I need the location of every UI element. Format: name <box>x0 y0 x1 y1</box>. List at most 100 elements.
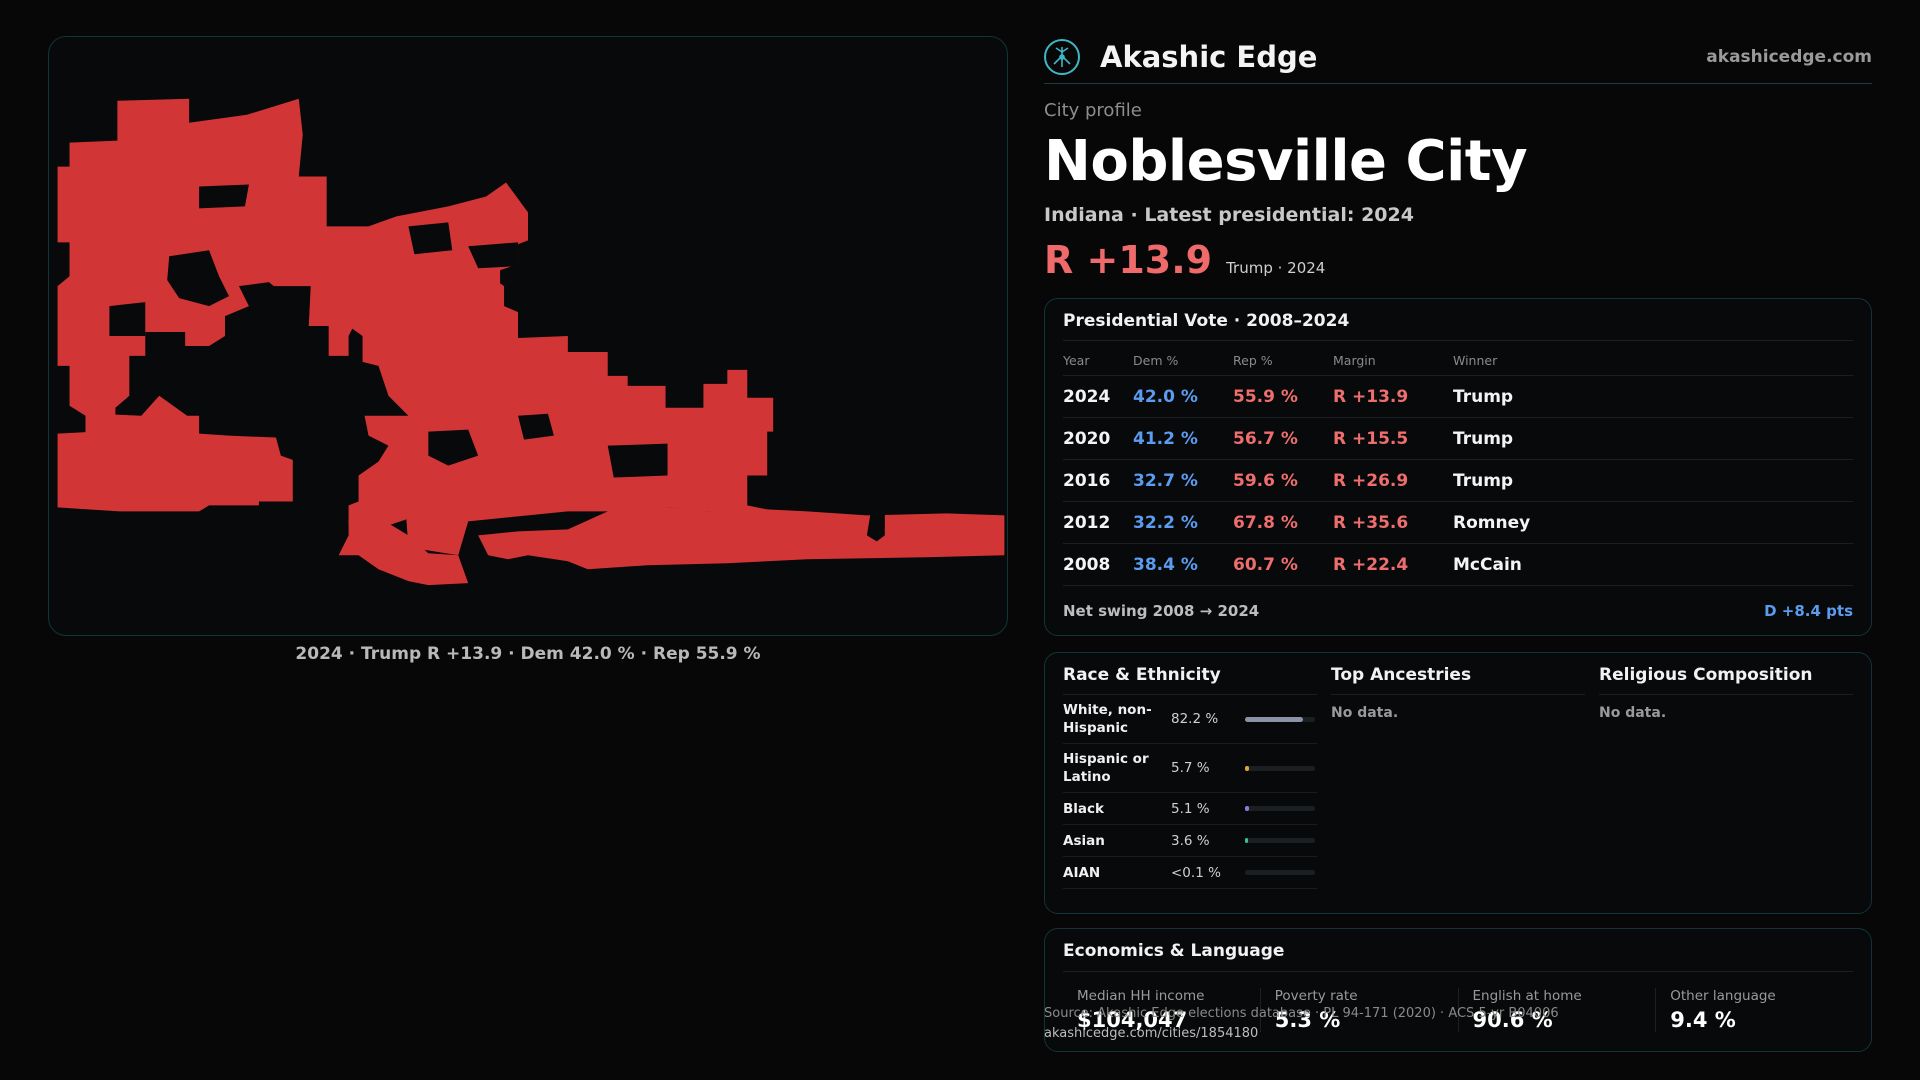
map-enclave <box>238 282 289 311</box>
column-header-margin: Margin <box>1333 345 1453 376</box>
map-enclave <box>428 429 479 466</box>
page-kicker: City profile <box>1044 100 1142 121</box>
map-enclave <box>199 184 249 209</box>
brand-bar: Akashic Edge akashicedge.com <box>1044 30 1872 84</box>
city-map[interactable] <box>48 36 1008 636</box>
race-label: Asian <box>1063 832 1105 849</box>
table-row: 2008 38.4 % 60.7 % R +22.4 McCain <box>1063 543 1853 586</box>
stat-poverty-rate: Poverty rate 5.3 % <box>1259 988 1458 1032</box>
economics-card: Economics & Language Median HH income $1… <box>1044 928 1872 1052</box>
map-region-east-tail <box>478 505 1005 570</box>
cell-rep: 59.6 % <box>1233 459 1333 502</box>
table-row: 2016 32.7 % 59.6 % R +26.9 Trump <box>1063 459 1853 502</box>
cell-margin: R +26.9 <box>1333 459 1453 502</box>
cell-winner: McCain <box>1453 543 1853 586</box>
map-region-central <box>326 246 774 556</box>
cell-dem: 42.0 % <box>1133 375 1233 418</box>
cell-margin: R +22.4 <box>1333 543 1453 586</box>
map-enclave <box>109 302 146 336</box>
race-bar <box>1245 838 1315 843</box>
margin-meta: Trump · 2024 <box>1226 259 1326 277</box>
table-row: 2012 32.2 % 67.8 % R +35.6 Romney <box>1063 501 1853 544</box>
race-bar <box>1245 716 1315 722</box>
cell-margin: R +35.6 <box>1333 501 1453 544</box>
race-list: White, non-Hispanic 82.2 % Hispanic or L… <box>1063 695 1317 889</box>
cell-dem: 41.2 % <box>1133 417 1233 460</box>
map-enclave <box>167 250 229 307</box>
table-header-row: Year Dem % Rep % Margin Winner <box>1063 345 1853 376</box>
ancestries-title: Top Ancestries <box>1331 665 1585 695</box>
logo-glyph <box>1053 46 1071 67</box>
column-header-rep: Rep % <box>1233 345 1333 376</box>
stat-value: 5.3 % <box>1274 1008 1341 1032</box>
stat-other-language: Other language 9.4 % <box>1655 988 1853 1032</box>
race-pct: 5.7 % <box>1171 760 1210 776</box>
race-ethnicity-title: Race & Ethnicity <box>1063 665 1317 695</box>
cell-winner: Trump <box>1453 459 1853 502</box>
page-title: Noblesville City <box>1044 129 1528 194</box>
cell-year: 2008 <box>1063 543 1133 586</box>
source-url-link[interactable]: akashicedge.com/cities/1854180 <box>1044 1026 1259 1041</box>
map-region-northwest <box>57 98 528 456</box>
list-item: Black 5.1 % <box>1063 793 1317 825</box>
demographics-card: Race & Ethnicity White, non-Hispanic 82.… <box>1044 652 1872 914</box>
cell-rep: 55.9 % <box>1233 375 1333 418</box>
stat-label: Poverty rate <box>1274 988 1358 1004</box>
race-pct: 3.6 % <box>1171 832 1210 849</box>
brand-url-link[interactable]: akashicedge.com <box>1706 46 1872 67</box>
headline-margin: R +13.9 Trump · 2024 <box>1044 238 1872 282</box>
stat-value: $104,047 <box>1077 1008 1188 1032</box>
race-pct: <0.1 % <box>1171 864 1221 881</box>
cell-rep: 56.7 % <box>1233 417 1333 460</box>
stat-value: 90.6 % <box>1472 1008 1553 1032</box>
presidential-vote-card: Presidential Vote · 2008–2024 Year Dem %… <box>1044 298 1872 636</box>
cell-dem: 32.2 % <box>1133 501 1233 544</box>
cell-year: 2024 <box>1063 375 1133 418</box>
religion-title: Religious Composition <box>1599 665 1853 695</box>
race-label: Hispanic or Latino <box>1063 751 1149 785</box>
map-enclave <box>258 365 349 466</box>
net-swing-value: D +8.4 pts <box>1764 602 1853 620</box>
presidential-vote-title: Presidential Vote · 2008–2024 <box>1063 311 1853 341</box>
race-label: AIAN <box>1063 864 1101 881</box>
source-text: Source: Akashic Edge elections database … <box>1044 1006 1559 1021</box>
stat-value: 9.4 % <box>1670 1008 1736 1032</box>
economics-title: Economics & Language <box>1063 941 1853 972</box>
race-bar <box>1245 870 1315 875</box>
map-enclave <box>468 242 519 269</box>
stat-label: English at home <box>1472 988 1582 1004</box>
map-enclave <box>408 222 453 255</box>
source-footer: Source: Akashic Edge elections database … <box>1044 1004 1644 1044</box>
map-enclave <box>866 511 885 542</box>
stat-median-income: Median HH income $104,047 <box>1063 988 1260 1032</box>
tree-of-life-icon[interactable] <box>1044 38 1080 75</box>
map-region-south <box>338 519 469 586</box>
economics-grid: Median HH income $104,047 Poverty rate 5… <box>1063 988 1853 1032</box>
table-row: 2024 42.0 % 55.9 % R +13.9 Trump <box>1063 375 1853 418</box>
race-bar-fill <box>1245 838 1248 843</box>
city-boundary-shape <box>57 98 1005 586</box>
race-bar <box>1245 806 1315 811</box>
ancestries-section: Top Ancestries No data. <box>1331 665 1585 901</box>
race-pct: 5.1 % <box>1171 800 1210 817</box>
net-swing-row: Net swing 2008 → 2024 D +8.4 pts <box>1063 602 1853 620</box>
presidential-vote-table: Year Dem % Rep % Margin Winner 2024 42.0… <box>1063 345 1853 586</box>
column-header-dem: Dem % <box>1133 345 1233 376</box>
map-caption: 2024 · Trump R +13.9 · Dem 42.0 % · Rep … <box>295 644 761 664</box>
cell-year: 2020 <box>1063 417 1133 460</box>
race-bar-fill <box>1245 765 1249 771</box>
list-item: White, non-Hispanic 82.2 % <box>1063 695 1317 744</box>
race-bar-fill <box>1245 716 1303 722</box>
race-label: Black <box>1063 800 1105 817</box>
cell-dem: 38.4 % <box>1133 543 1233 586</box>
map-enclaves <box>109 184 885 542</box>
map-enclave <box>607 443 668 478</box>
profile-column: Akashic Edge akashicedge.com City profil… <box>1044 30 1872 1052</box>
cell-winner: Trump <box>1453 417 1853 460</box>
cell-rep: 67.8 % <box>1233 501 1333 544</box>
list-item: Hispanic or Latino 5.7 % <box>1063 744 1317 793</box>
net-swing-label: Net swing 2008 → 2024 <box>1063 602 1260 620</box>
list-item: AIAN <0.1 % <box>1063 857 1317 889</box>
brand-name[interactable]: Akashic Edge <box>1100 39 1318 74</box>
cell-dem: 32.7 % <box>1133 459 1233 502</box>
